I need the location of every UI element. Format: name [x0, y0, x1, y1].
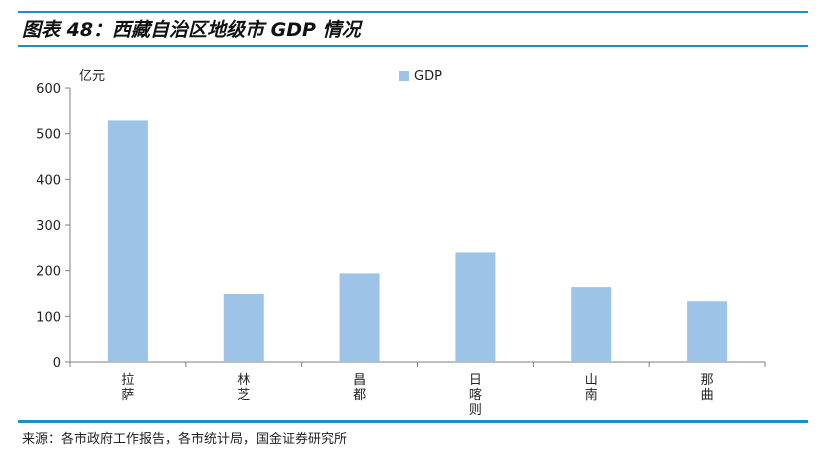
bar-0 — [107, 120, 148, 362]
y-tick-label: 200 — [36, 265, 61, 280]
title-top-rule — [18, 11, 808, 13]
bars-group — [107, 120, 728, 362]
x-axis — [69, 361, 766, 367]
category-label: 那曲 — [701, 373, 714, 403]
y-axis: 0 100 200 300 400 500 600 — [36, 82, 71, 371]
y-tick-label: 500 — [36, 128, 61, 143]
y-tick-label: 0 — [53, 356, 61, 371]
bar-1 — [223, 293, 264, 362]
legend-swatch-gdp — [399, 71, 409, 81]
y-tick-label: 600 — [36, 82, 61, 97]
bar-5 — [687, 301, 728, 362]
category-label: 昌都 — [353, 373, 366, 403]
category-labels: 拉萨 林芝 昌都 日喀则 山南 那曲 — [121, 373, 713, 418]
chart-legend: GDP — [399, 69, 442, 84]
category-label: 山南 — [585, 373, 598, 403]
footer-rule — [18, 420, 808, 423]
source-note: 来源：各市政府工作报告，各市统计局，国金证券研究所 — [22, 432, 348, 447]
category-label: 林芝 — [237, 373, 250, 403]
y-tick-label: 300 — [36, 219, 61, 234]
gdp-bar-chart: 亿元 GDP 0 100 200 300 400 500 600 拉萨 林芝 昌都 日喀则 山南 那曲 — [36, 69, 766, 418]
category-label: 拉萨 — [121, 373, 134, 403]
y-tick-label: 400 — [36, 173, 61, 188]
figure-title: 图表 48：西藏自治区地级市 GDP 情况 — [22, 19, 361, 41]
bar-4 — [571, 287, 612, 362]
bar-2 — [339, 273, 380, 362]
title-bottom-rule — [18, 45, 808, 47]
y-axis-unit-label: 亿元 — [79, 69, 105, 84]
bar-3 — [455, 252, 496, 362]
category-label: 日喀则 — [469, 373, 482, 418]
legend-label-gdp: GDP — [414, 69, 442, 84]
y-tick-label: 100 — [36, 310, 61, 325]
